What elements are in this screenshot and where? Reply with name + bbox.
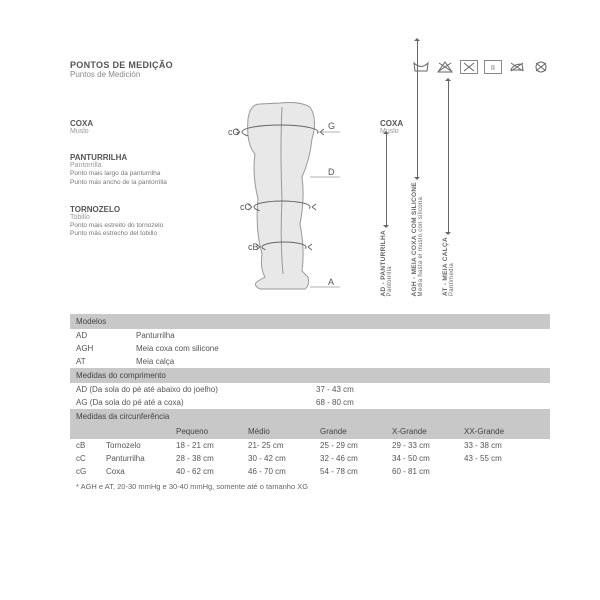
right-coxa-sub: Muslo bbox=[380, 128, 550, 135]
pant-title: PANTURRILHA bbox=[70, 153, 200, 162]
size-col: XX-Grande bbox=[464, 427, 536, 436]
pant-desc1: Ponto mais largo da panturrilha bbox=[70, 170, 200, 178]
bar-ad-label: AD - PANTURRILHA bbox=[380, 230, 387, 296]
dryclean-icon bbox=[532, 60, 550, 74]
mark-cC: cC bbox=[240, 202, 252, 212]
circ-code: cC bbox=[76, 454, 106, 463]
table-row: AG (Da sola do pé até a coxa)68 - 80 cm bbox=[70, 396, 550, 409]
circ-part: Panturrilha bbox=[106, 454, 176, 463]
header-row: PONTOS DE MEDIÇÃO Puntos de Medición II bbox=[70, 60, 550, 79]
model-code: AGH bbox=[76, 344, 136, 353]
page-subtitle: Puntos de Medición bbox=[70, 70, 173, 79]
circ-val: 34 - 50 cm bbox=[392, 454, 464, 463]
page-title: PONTOS DE MEDIÇÃO bbox=[70, 60, 173, 70]
tables: Modelos ADPanturrilha AGHMeia coxa com s… bbox=[70, 314, 550, 495]
size-col: Grande bbox=[320, 427, 392, 436]
bar-ad: AD - PANTURRILHAPantorrilla bbox=[380, 132, 393, 296]
svg-text:II: II bbox=[491, 65, 495, 72]
title-block: PONTOS DE MEDIÇÃO Puntos de Medición bbox=[70, 60, 173, 79]
circ-val: 29 - 33 cm bbox=[392, 441, 464, 450]
circ-head: Medidas da circunferência bbox=[70, 409, 550, 424]
table-row: AGHMeia coxa com silicone bbox=[70, 342, 550, 355]
model-desc: Panturrilha bbox=[136, 331, 544, 340]
mid-section: COXA Muslo PANTURRILHA Pantorrilla Ponto… bbox=[70, 99, 550, 299]
bar-agh: AGH - MEIA COXA COM SILICONEMedia hasta … bbox=[411, 39, 424, 296]
circ-val: 33 - 38 cm bbox=[464, 441, 536, 450]
circ-part: Coxa bbox=[106, 467, 176, 476]
coxa-sub: Muslo bbox=[70, 128, 200, 135]
circ-val: 28 - 38 cm bbox=[176, 454, 248, 463]
circ-val: 60 - 81 cm bbox=[392, 467, 464, 476]
tornozelo-label: TORNOZELO Tobillo Ponto mais estreito do… bbox=[70, 205, 200, 239]
table-row: cC Panturrilha 28 - 38 cm 30 - 42 cm 32 … bbox=[70, 452, 550, 465]
torn-sub: Tobillo bbox=[70, 214, 200, 221]
circ-val bbox=[464, 467, 536, 476]
modelos-head: Modelos bbox=[70, 314, 550, 329]
right-coxa-title: COXA bbox=[380, 119, 550, 128]
circ-val: 21- 25 cm bbox=[248, 441, 320, 450]
torn-desc1: Ponto mais estreito do tornozelo bbox=[70, 222, 200, 230]
circ-code: cB bbox=[76, 441, 106, 450]
panturrilha-label: PANTURRILHA Pantorrilla Ponto mais largo… bbox=[70, 153, 200, 187]
footnote: * AGH e AT, 20-30 mmHg e 30-40 mmHg, som… bbox=[70, 478, 550, 495]
circ-val: 18 - 21 cm bbox=[176, 441, 248, 450]
table-row: cG Coxa 40 - 62 cm 46 - 70 cm 54 - 78 cm… bbox=[70, 465, 550, 478]
bar-agh-label: AGH - MEIA COXA COM SILICONE bbox=[411, 182, 418, 296]
table-row: ATMeia calça bbox=[70, 355, 550, 368]
bar-at-sub: Pantimedia bbox=[449, 263, 455, 296]
bar-ad-sub: Pantorrilla bbox=[387, 266, 393, 296]
dry-icon bbox=[460, 60, 478, 74]
table-row: cB Tornozelo 18 - 21 cm 21- 25 cm 25 - 2… bbox=[70, 439, 550, 452]
comp-label: AG (Da sola do pé até a coxa) bbox=[76, 398, 316, 407]
bar-at: AT - MEIA CALÇAPantimedia bbox=[442, 79, 455, 296]
torn-title: TORNOZELO bbox=[70, 205, 200, 214]
comp-val: 68 - 80 cm bbox=[316, 398, 396, 407]
mark-D: D bbox=[328, 167, 335, 177]
care-icons-row: II bbox=[412, 60, 550, 74]
size-col: X-Grande bbox=[392, 427, 464, 436]
mark-cG: cG bbox=[228, 127, 240, 137]
iron2-icon bbox=[508, 60, 526, 74]
model-desc: Meia calça bbox=[136, 357, 544, 366]
left-labels: COXA Muslo PANTURRILHA Pantorrilla Ponto… bbox=[70, 99, 200, 299]
circ-val: 40 - 62 cm bbox=[176, 467, 248, 476]
right-guides: COXA Muslo AD - PANTURRILHAPantorrilla A… bbox=[380, 99, 550, 299]
circ-val: 54 - 78 cm bbox=[320, 467, 392, 476]
table-row: AD (Da sola do pé até abaixo do joelho)3… bbox=[70, 383, 550, 396]
circ-val: 43 - 55 cm bbox=[464, 454, 536, 463]
size-col: Médio bbox=[248, 427, 320, 436]
torn-desc2: Punto más estrecho del tobillo bbox=[70, 230, 200, 238]
circ-val: 30 - 42 cm bbox=[248, 454, 320, 463]
model-code: AT bbox=[76, 357, 136, 366]
bar-agh-sub: Media hasta el muslo con silicona bbox=[418, 196, 424, 296]
circ-code: cG bbox=[76, 467, 106, 476]
circ-val: 32 - 46 cm bbox=[320, 454, 392, 463]
model-desc: Meia coxa com silicone bbox=[136, 344, 544, 353]
table-row: ADPanturrilha bbox=[70, 329, 550, 342]
model-code: AD bbox=[76, 331, 136, 340]
mark-A: A bbox=[328, 277, 334, 287]
leg-diagram: cG G D cC cB A bbox=[210, 99, 370, 299]
coxa-title: COXA bbox=[70, 119, 200, 128]
pant-sub: Pantorrilla bbox=[70, 162, 200, 169]
comprimento-head: Medidas do comprimento bbox=[70, 368, 550, 383]
sizes-header: Pequeno Médio Grande X-Grande XX-Grande bbox=[70, 424, 550, 439]
bar-at-label: AT - MEIA CALÇA bbox=[442, 237, 449, 296]
comp-val: 37 - 43 cm bbox=[316, 385, 396, 394]
pant-desc2: Punto más ancho de la pantorrilla bbox=[70, 179, 200, 187]
mark-G: G bbox=[328, 121, 335, 131]
circ-val: 25 - 29 cm bbox=[320, 441, 392, 450]
coxa-label: COXA Muslo bbox=[70, 119, 200, 135]
comp-label: AD (Da sola do pé até abaixo do joelho) bbox=[76, 385, 316, 394]
iron-icon: II bbox=[484, 60, 502, 74]
size-col: Pequeno bbox=[176, 427, 248, 436]
bleach-icon bbox=[436, 60, 454, 74]
circ-val: 46 - 70 cm bbox=[248, 467, 320, 476]
mark-cB: cB bbox=[248, 242, 259, 252]
circ-part: Tornozelo bbox=[106, 441, 176, 450]
